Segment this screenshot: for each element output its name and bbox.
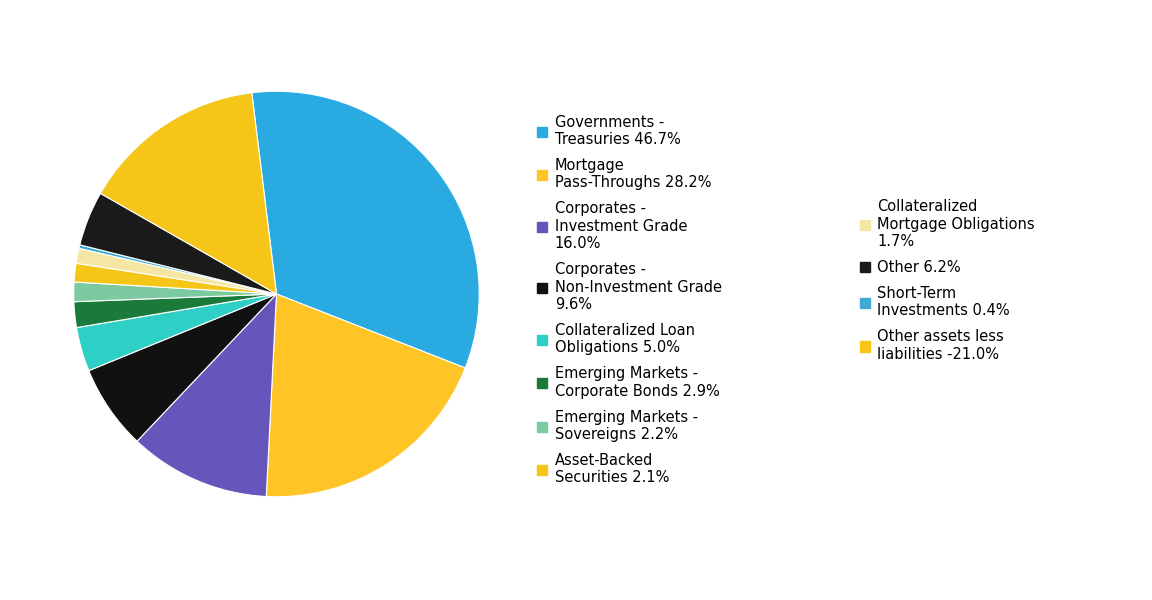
Wedge shape <box>74 282 276 302</box>
Wedge shape <box>76 294 276 371</box>
Wedge shape <box>74 263 276 294</box>
Wedge shape <box>100 93 276 294</box>
Wedge shape <box>89 294 276 441</box>
Wedge shape <box>76 248 276 294</box>
Wedge shape <box>252 91 479 368</box>
Wedge shape <box>79 193 276 294</box>
Legend: Governments -
Treasuries 46.7%, Mortgage
Pass-Throughs 28.2%, Corporates -
Inves: Governments - Treasuries 46.7%, Mortgage… <box>537 115 721 485</box>
Wedge shape <box>79 245 276 294</box>
Legend: Collateralized
Mortgage Obligations
1.7%, Other 6.2%, Short-Term
Investments 0.4: Collateralized Mortgage Obligations 1.7%… <box>859 199 1034 362</box>
Wedge shape <box>137 294 276 496</box>
Wedge shape <box>74 294 276 328</box>
Wedge shape <box>266 294 465 497</box>
